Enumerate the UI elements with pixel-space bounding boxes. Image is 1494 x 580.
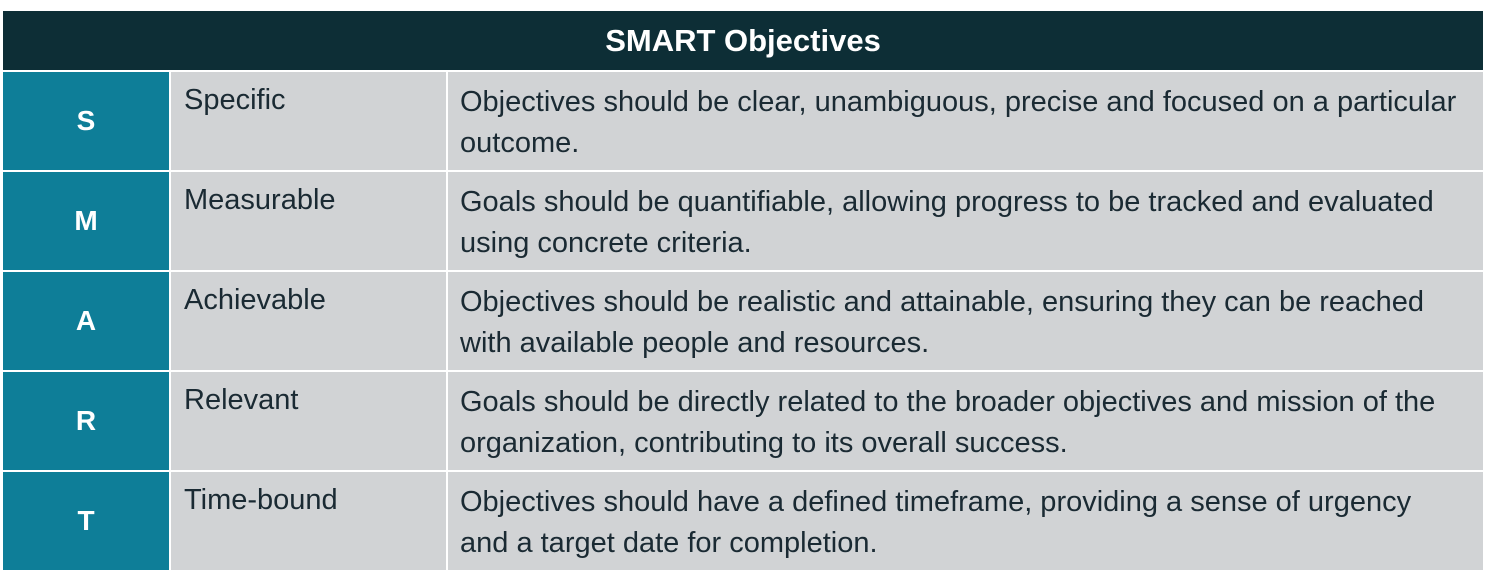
row-term: Specific [171, 72, 446, 170]
row-description: Goals should be directly related to the … [448, 372, 1483, 470]
row-letter: M [3, 172, 169, 270]
table-row-specific: S Specific Objectives should be clear, u… [3, 72, 1483, 170]
row-term: Relevant [171, 372, 446, 470]
row-description: Objectives should be realistic and attai… [448, 272, 1483, 370]
row-description: Objectives should be clear, unambiguous,… [448, 72, 1483, 170]
row-letter: T [3, 472, 169, 570]
row-term: Time-bound [171, 472, 446, 570]
table-row-achievable: A Achievable Objectives should be realis… [3, 272, 1483, 370]
row-term: Measurable [171, 172, 446, 270]
row-term: Achievable [171, 272, 446, 370]
row-letter: A [3, 272, 169, 370]
row-description: Goals should be quantifiable, allowing p… [448, 172, 1483, 270]
row-letter: R [3, 372, 169, 470]
table-row-measurable: M Measurable Goals should be quantifiabl… [3, 172, 1483, 270]
row-letter: S [3, 72, 169, 170]
row-description: Objectives should have a defined timefra… [448, 472, 1483, 570]
table-title: SMART Objectives [3, 11, 1483, 70]
table-row-relevant: R Relevant Goals should be directly rela… [3, 372, 1483, 470]
smart-objectives-table: SMART Objectives S Specific Objectives s… [3, 11, 1483, 570]
table-row-time-bound: T Time-bound Objectives should have a de… [3, 472, 1483, 570]
